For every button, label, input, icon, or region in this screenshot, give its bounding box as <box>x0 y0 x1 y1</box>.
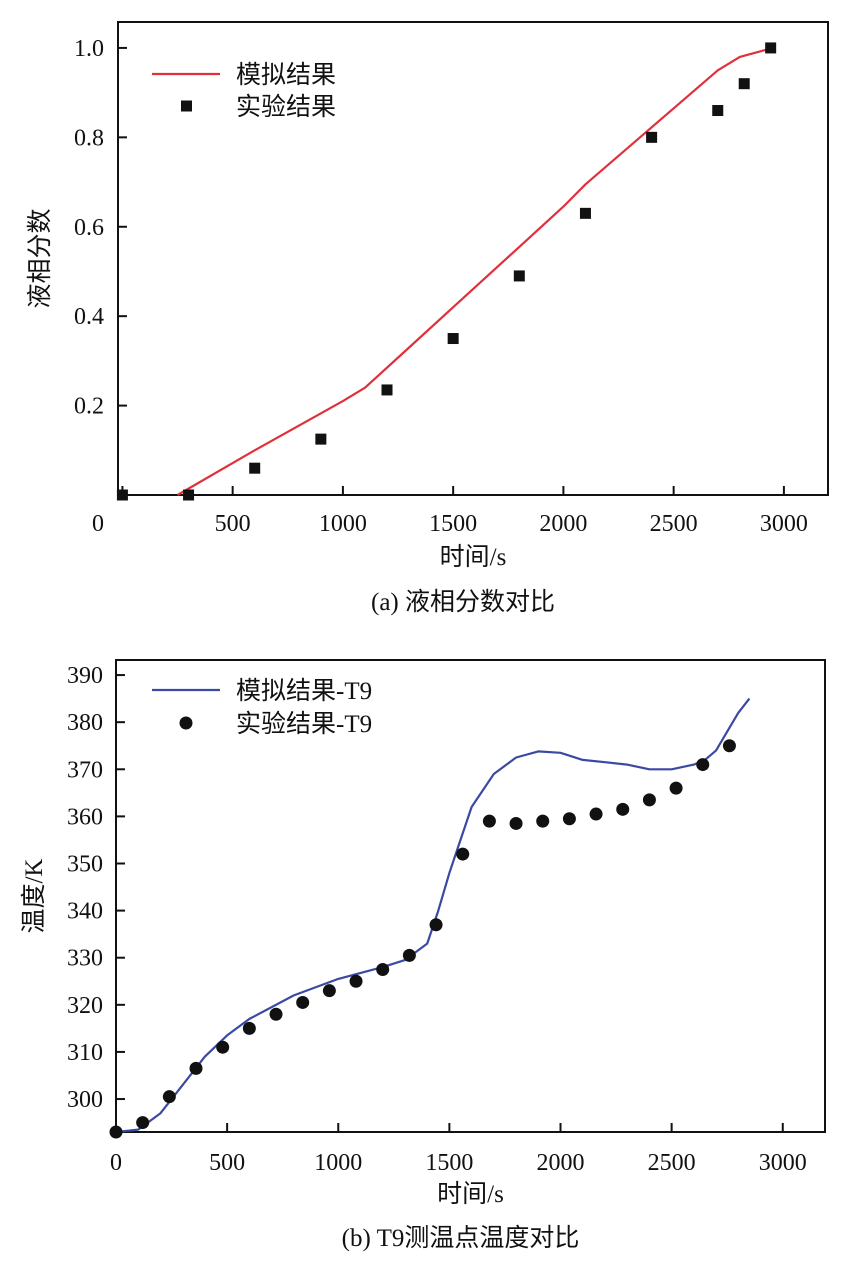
x-tick-label: 500 <box>215 511 251 537</box>
experiment-point <box>712 105 724 117</box>
x-tick-label: 0 <box>110 1150 122 1176</box>
y-axis-label: 温度/K <box>20 858 48 933</box>
experiment-point <box>562 812 576 826</box>
plot-frame <box>117 21 829 496</box>
experiment-point <box>216 1040 230 1054</box>
experiment-point <box>589 807 603 821</box>
experiment-point <box>109 1125 123 1139</box>
x-tick-label: 2000 <box>537 1150 585 1176</box>
y-tick-label: 380 <box>67 710 103 736</box>
y-tick-label: 340 <box>67 899 103 925</box>
experiment-point <box>242 1021 256 1035</box>
y-tick-label: 330 <box>67 946 103 972</box>
y-tick-label: 0.8 <box>74 125 104 151</box>
chart-a <box>116 21 829 501</box>
y-axis-label: 液相分数 <box>26 208 54 308</box>
experiment-point <box>456 847 470 861</box>
x-tick-label: 2500 <box>650 511 698 537</box>
chart-caption: (b) T9测温点温度对比 <box>342 1224 580 1252</box>
experiment-point <box>509 816 523 830</box>
y-tick-label: 350 <box>67 851 103 877</box>
experiment-point <box>322 984 336 998</box>
experiment-point <box>765 42 777 54</box>
experiment-point <box>722 739 736 753</box>
simulation-line <box>176 46 774 496</box>
y-tick-label: 0.2 <box>74 394 104 420</box>
legend-circle-swatch <box>179 716 193 730</box>
experiment-point <box>249 462 261 474</box>
experiment-point <box>738 78 750 90</box>
legend-label: 实验结果 <box>236 93 336 121</box>
experiment-point <box>536 814 550 828</box>
y-tick-label: 300 <box>67 1087 103 1113</box>
x-tick-label: 500 <box>209 1150 245 1176</box>
experiment-point <box>646 131 658 143</box>
chart-b <box>109 659 826 1139</box>
x-axis-label: 时间/s <box>440 543 507 571</box>
legend-square-swatch <box>181 100 192 112</box>
plot-frame <box>115 659 826 1133</box>
x-tick-label: 1500 <box>425 1150 473 1176</box>
x-axis-label: 时间/s <box>437 1180 504 1208</box>
experiment-point <box>376 962 390 976</box>
x-tick-label: 2500 <box>648 1150 696 1176</box>
x-tick-label: 2000 <box>539 511 587 537</box>
experiment-point <box>381 384 393 396</box>
y-tick-label: 310 <box>67 1040 103 1066</box>
legend-label: 实验结果-T9 <box>236 710 372 738</box>
experiment-point <box>447 333 459 345</box>
experiment-point <box>429 918 443 932</box>
simulation-line <box>115 697 751 1134</box>
experiment-point <box>696 758 710 772</box>
experiment-point <box>669 781 683 795</box>
experiment-point <box>315 433 327 445</box>
x-tick-label: 3000 <box>759 1150 807 1176</box>
y-tick-label: 0.4 <box>74 304 104 330</box>
experiment-point <box>189 1061 203 1075</box>
experiment-point <box>482 814 496 828</box>
y-tick-label: 360 <box>67 804 103 830</box>
experiment-point <box>183 489 195 501</box>
legend-label: 模拟结果 <box>236 61 336 89</box>
experiment-point <box>269 1007 283 1021</box>
experiment-point <box>616 802 630 816</box>
experiment-point <box>116 489 128 501</box>
legend-label: 模拟结果-T9 <box>236 677 372 705</box>
y-tick-label: 0.6 <box>74 215 104 241</box>
x-tick-label: 1500 <box>429 511 477 537</box>
experiment-point <box>162 1090 176 1104</box>
experiment-point <box>579 207 591 219</box>
experiment-point <box>642 793 656 807</box>
x-tick-label: 0 <box>92 511 104 537</box>
experiment-point <box>136 1116 150 1130</box>
chart-caption: (a) 液相分数对比 <box>371 588 555 616</box>
x-tick-label: 1000 <box>319 511 367 537</box>
y-tick-label: 320 <box>67 993 103 1019</box>
experiment-point <box>402 948 416 962</box>
y-tick-label: 370 <box>67 757 103 783</box>
experiment-point <box>513 270 525 282</box>
x-tick-label: 3000 <box>760 511 808 537</box>
x-tick-label: 1000 <box>314 1150 362 1176</box>
y-tick-label: 390 <box>67 663 103 689</box>
experiment-point <box>349 974 363 988</box>
y-tick-label: 1.0 <box>74 36 104 62</box>
experiment-point <box>296 995 310 1009</box>
